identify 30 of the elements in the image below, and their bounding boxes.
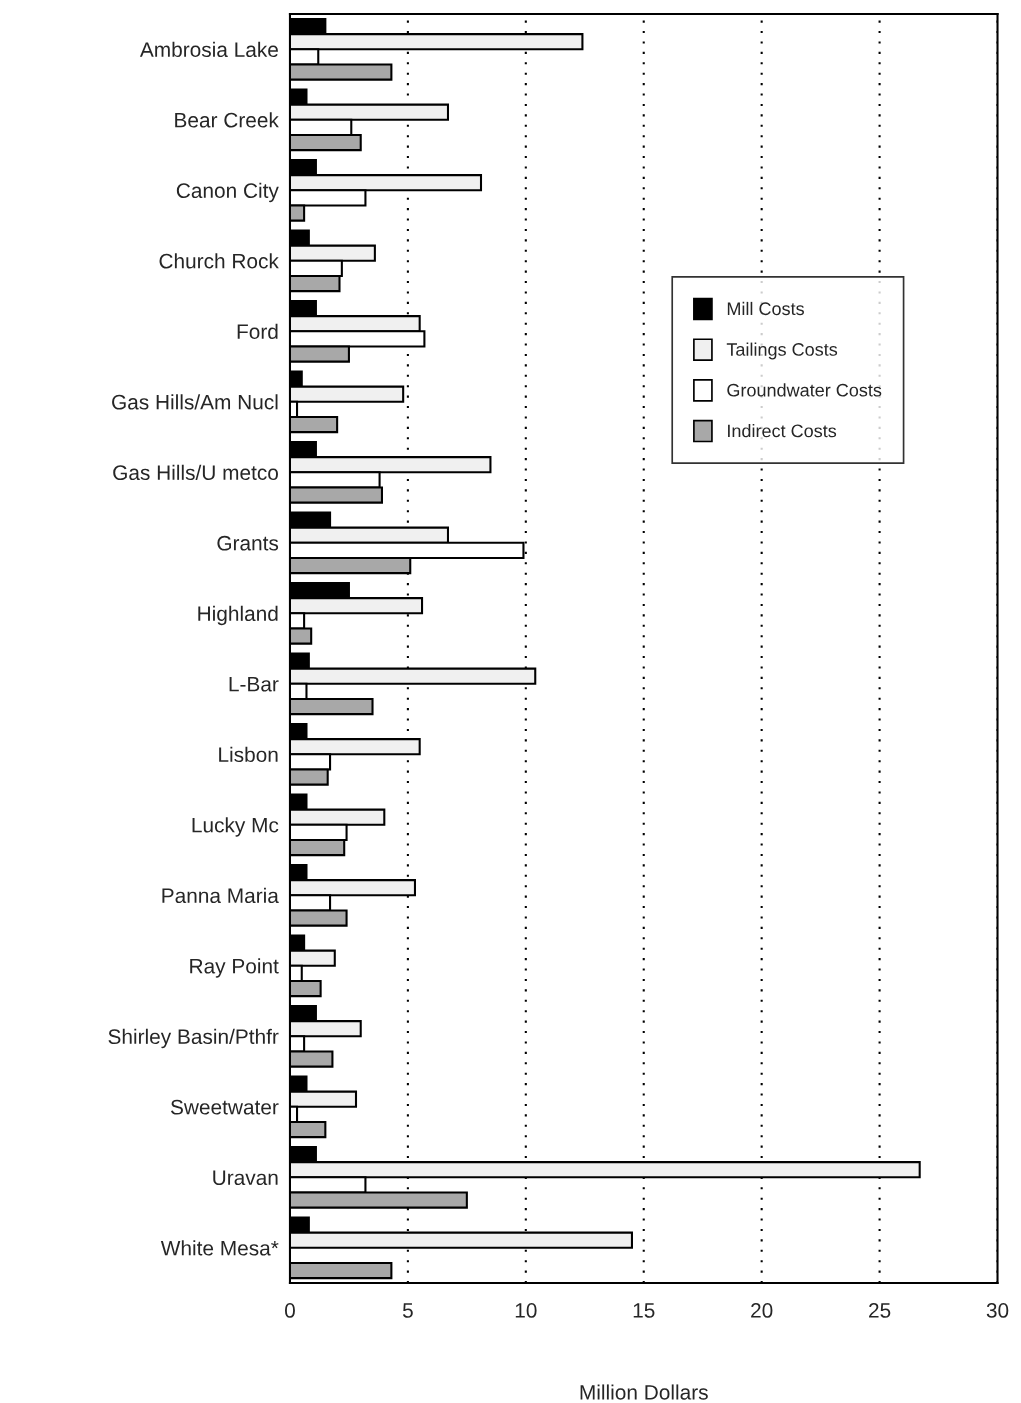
x-tick-label: 5 bbox=[402, 1303, 413, 1318]
legend-label: Tailings Costs bbox=[726, 342, 838, 360]
y-tick-label: Lucky Mc bbox=[192, 817, 279, 837]
x-tick-label: 15 bbox=[633, 1303, 655, 1318]
y-tick-label: Ford bbox=[237, 323, 278, 340]
y-tick-label: Sweetwater bbox=[170, 1099, 279, 1115]
y-tick-label: Bear Creek bbox=[175, 112, 279, 128]
x-tick-label: 0 bbox=[284, 1303, 295, 1318]
y-tick-label: L-Bar bbox=[229, 677, 279, 692]
y-tick-label: Uravan bbox=[213, 1170, 278, 1186]
y-tick-label: Shirley Basin/Pthfr bbox=[108, 1028, 279, 1049]
y-tick-label: Church Rock bbox=[159, 253, 279, 269]
legend-label: Indirect Costs bbox=[728, 424, 837, 438]
y-tick-label: Gas Hills/Am Nucl bbox=[112, 394, 278, 410]
y-tick-label: Grants bbox=[217, 535, 279, 551]
y-tick-label: Ray Point bbox=[190, 958, 279, 978]
y-tick-label: Gas Hills/U metco bbox=[113, 464, 278, 481]
x-tick-label: 30 bbox=[986, 1303, 1009, 1318]
x-axis-title: Million Dollars bbox=[580, 1384, 708, 1400]
y-tick-label: Highland bbox=[198, 605, 278, 626]
y-tick-label: Lisbon bbox=[219, 746, 278, 763]
legend-label: Groundwater Costs bbox=[727, 383, 882, 397]
y-tick-label: Ambrosia Lake bbox=[139, 41, 278, 58]
y-tick-label: Panna Maria bbox=[162, 887, 279, 904]
y-tick-label: White Mesa* bbox=[160, 1240, 279, 1256]
y-tick-label: Canon City bbox=[176, 182, 279, 203]
x-tick-label: 10 bbox=[515, 1303, 537, 1318]
legend-label: Mill Costs bbox=[727, 301, 804, 316]
x-tick-label: 25 bbox=[869, 1303, 891, 1318]
x-tick-label: 20 bbox=[751, 1303, 773, 1318]
